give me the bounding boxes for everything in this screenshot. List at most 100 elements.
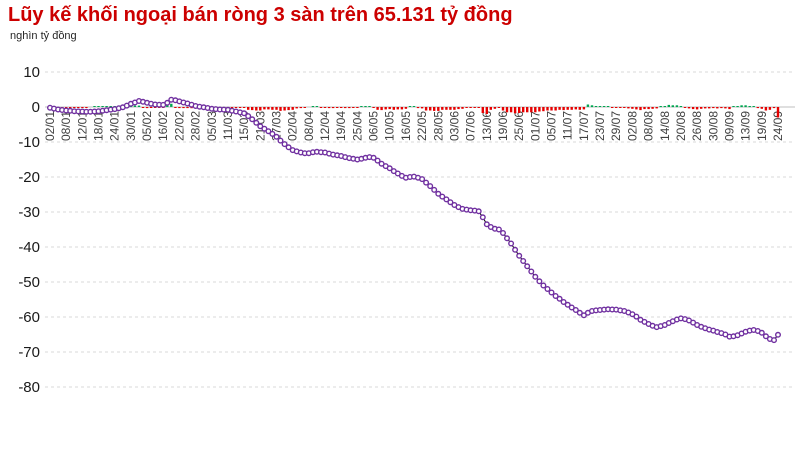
- sell-bar: [683, 107, 687, 108]
- sell-bar: [704, 107, 707, 109]
- data-point-marker: [512, 246, 519, 253]
- sell-bar: [271, 107, 274, 110]
- y-tick-label: 10: [23, 64, 40, 81]
- sell-bar: [643, 107, 646, 110]
- buy-bar: [166, 104, 169, 107]
- sell-bar: [554, 107, 557, 111]
- x-tick-label: 25/04: [350, 111, 364, 141]
- sell-bar: [716, 107, 719, 109]
- data-point-marker: [520, 258, 527, 265]
- data-point-marker: [479, 214, 486, 221]
- sell-bar: [242, 107, 246, 108]
- sell-bar: [380, 107, 383, 111]
- sell-bar: [178, 107, 181, 109]
- x-tick-label: 12/01: [75, 111, 89, 141]
- x-tick-label: 02/04: [286, 111, 300, 141]
- sell-bar: [449, 107, 452, 110]
- sell-bar: [756, 107, 759, 109]
- data-point-marker: [495, 226, 502, 233]
- sell-bar: [424, 107, 428, 111]
- sell-bar: [768, 107, 772, 110]
- sell-bar: [69, 107, 72, 108]
- buy-bar: [663, 106, 666, 108]
- data-point-marker: [775, 331, 782, 338]
- x-tick-label: 23/07: [593, 111, 607, 141]
- sell-bar: [465, 107, 468, 108]
- sell-bar: [356, 107, 359, 108]
- sell-bar: [497, 107, 501, 108]
- data-point-marker: [483, 221, 490, 228]
- sell-bar: [251, 107, 254, 111]
- sell-bar: [73, 107, 76, 108]
- sell-bar: [582, 107, 586, 110]
- buy-bar: [752, 106, 755, 107]
- sell-bar: [441, 107, 444, 110]
- sell-bar: [400, 107, 404, 110]
- x-tick-label: 30/01: [124, 111, 138, 141]
- x-tick-label: 13/06: [480, 111, 494, 141]
- x-tick-label: 10/05: [383, 111, 397, 141]
- sell-bar: [493, 107, 497, 109]
- data-point-marker: [504, 235, 511, 242]
- sell-bar: [687, 107, 691, 109]
- sell-bar: [522, 107, 525, 113]
- sell-bar: [323, 107, 327, 108]
- sell-bar: [238, 107, 242, 108]
- sell-bar: [234, 107, 238, 108]
- buy-bar: [586, 104, 590, 107]
- y-tick-label: 0: [32, 99, 40, 116]
- data-point-marker: [762, 333, 769, 340]
- sell-bar: [473, 107, 476, 108]
- buy-bar: [748, 106, 751, 108]
- sell-bar: [728, 107, 731, 110]
- sell-bar: [764, 107, 768, 111]
- buy-bar: [170, 103, 173, 107]
- sell-bar: [562, 107, 565, 111]
- sell-bar: [404, 107, 408, 109]
- sell-bar: [570, 107, 573, 110]
- y-tick-label: -20: [18, 169, 40, 186]
- sell-bar: [691, 107, 695, 110]
- sell-bar: [81, 107, 84, 108]
- x-tick-label: 24/09: [771, 111, 785, 141]
- x-tick-label: 07/06: [464, 111, 478, 141]
- sell-bar: [635, 107, 638, 110]
- data-point-marker: [576, 309, 583, 316]
- data-point-marker: [443, 196, 450, 203]
- x-tick-label: 11/03: [221, 111, 235, 140]
- chart-unit-label: nghìn tỷ đồng: [10, 30, 77, 42]
- x-tick-label: 11/07: [561, 111, 575, 140]
- sell-bar: [396, 107, 399, 110]
- sell-bar: [154, 107, 157, 108]
- buy-bar: [364, 106, 367, 108]
- sell-bar: [631, 107, 634, 109]
- sell-bar: [457, 107, 460, 110]
- buy-bar: [97, 106, 100, 107]
- x-tick-label: 19/04: [334, 111, 348, 141]
- x-tick-label: 28/02: [189, 111, 203, 141]
- data-point-marker: [245, 113, 252, 120]
- sell-bar: [141, 107, 145, 108]
- buy-bar: [368, 106, 371, 107]
- data-point-marker: [568, 304, 575, 311]
- x-tick-label: 13/09: [739, 111, 753, 141]
- sell-bar: [509, 107, 513, 113]
- x-tick-label: 24/01: [108, 111, 122, 141]
- sell-bar: [376, 107, 379, 110]
- data-point-marker: [261, 125, 268, 132]
- y-tick-label: -60: [18, 309, 40, 326]
- sell-bar: [720, 107, 723, 109]
- sell-bar: [174, 107, 177, 108]
- sell-bar: [639, 107, 642, 111]
- data-point-marker: [532, 273, 539, 280]
- y-tick-label: -70: [18, 344, 40, 361]
- sell-bar: [469, 107, 472, 108]
- sell-bar: [392, 107, 395, 110]
- x-tick-label: 06/05: [367, 111, 381, 141]
- sell-bar: [776, 107, 780, 118]
- buy-bar: [590, 105, 594, 108]
- data-point-marker: [281, 141, 288, 148]
- x-tick-label: 01/07: [528, 111, 542, 141]
- x-tick-label: 30/08: [706, 111, 720, 141]
- x-tick-label: 05/03: [205, 111, 219, 141]
